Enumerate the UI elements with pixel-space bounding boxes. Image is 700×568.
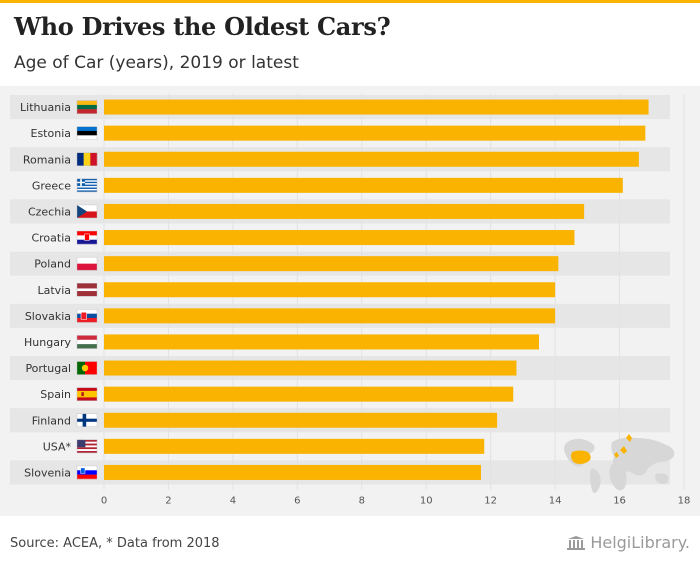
category-label: Slovakia (25, 310, 71, 323)
world-map-icon (564, 434, 675, 493)
bar-lithuania (104, 99, 649, 115)
bar-finland (104, 412, 498, 428)
romania-flag-icon (76, 152, 98, 166)
top-accent-rule (0, 0, 700, 3)
category-label: Finland (32, 414, 71, 427)
bar-poland (104, 256, 559, 272)
category-label: Estonia (31, 127, 72, 140)
usa-flag-icon (76, 439, 98, 454)
spain-flag-icon (76, 387, 98, 401)
greece-flag-icon (76, 178, 98, 193)
x-tick-label: 4 (230, 496, 236, 507)
bar-czechia (104, 203, 585, 219)
category-label: Croatia (31, 232, 71, 245)
x-tick-label: 14 (549, 496, 562, 507)
x-tick-label: 10 (420, 496, 433, 507)
category-label: Czechia (28, 205, 71, 218)
bar-croatia (104, 230, 575, 246)
x-tick-label: 0 (101, 496, 107, 507)
bar-chart: Lithuania Estonia Romania Greece Czechia Croa… (10, 94, 691, 507)
category-label: USA* (43, 440, 72, 453)
category-label: Slovenia (24, 466, 71, 479)
bar-estonia (104, 125, 646, 141)
bar-greece (104, 177, 623, 193)
bar-spain (104, 386, 514, 402)
library-logo-icon (567, 535, 586, 550)
bar-romania (104, 151, 639, 167)
croatia-flag-icon (76, 230, 98, 245)
x-tick-label: 16 (613, 496, 626, 507)
x-tick-label: 2 (165, 496, 171, 507)
bar-portugal (104, 360, 517, 376)
estonia-flag-icon (76, 126, 98, 140)
helgi-library-logo: HelgiLibrary. (566, 533, 690, 552)
slovenia-flag-icon (76, 465, 98, 480)
finland-flag-icon (76, 413, 98, 427)
logo-text: HelgiLibrary. (590, 533, 690, 552)
category-label: Latvia (38, 284, 72, 297)
latvia-flag-icon (76, 283, 98, 297)
category-label: Hungary (24, 336, 71, 349)
source-note: Source: ACEA, * Data from 2018 (10, 536, 220, 551)
category-label: Romania (23, 153, 71, 166)
category-label: Lithuania (20, 101, 71, 114)
bar-slovakia (104, 308, 556, 324)
portugal-flag-icon (76, 361, 98, 375)
x-tick-label: 8 (359, 496, 365, 507)
czechia-flag-icon (76, 204, 98, 219)
category-label: Spain (40, 388, 71, 401)
x-tick-label: 12 (484, 496, 497, 507)
category-label: Poland (34, 258, 71, 271)
bar-latvia (104, 282, 556, 298)
category-label: Portugal (25, 362, 71, 375)
bar-usa (104, 438, 485, 454)
lithuania-flag-icon (76, 100, 98, 114)
poland-flag-icon (76, 256, 98, 271)
chart-title: Who Drives the Oldest Cars? (14, 12, 391, 41)
hungary-flag-icon (76, 335, 98, 349)
x-tick-label: 18 (678, 496, 691, 507)
bar-hungary (104, 334, 539, 350)
chart-subtitle: Age of Car (years), 2019 or latest (14, 53, 299, 73)
x-tick-label: 6 (294, 496, 300, 507)
bar-slovenia (104, 464, 481, 480)
slovakia-flag-icon (76, 309, 98, 323)
category-label: Greece (32, 179, 71, 192)
